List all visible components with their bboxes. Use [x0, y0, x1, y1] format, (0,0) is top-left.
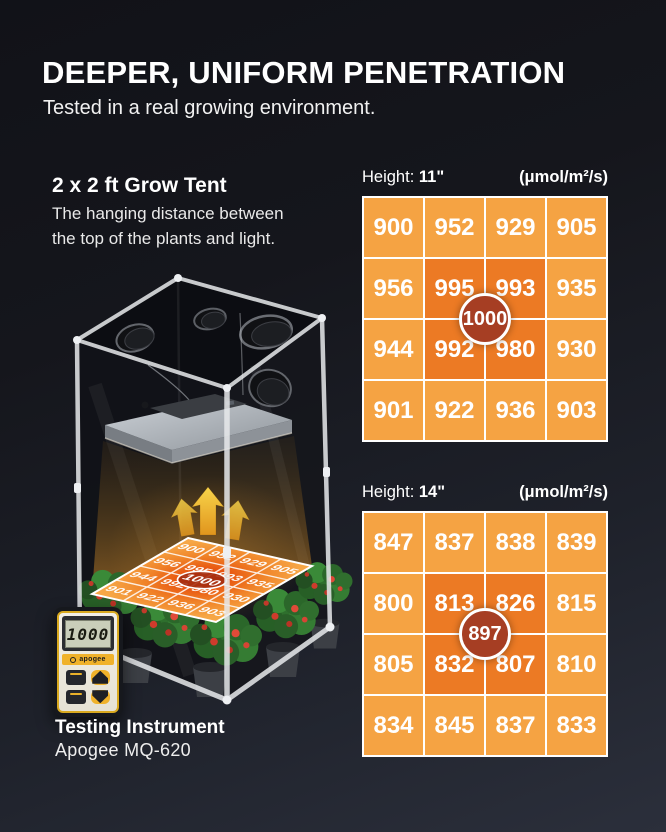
grow-light-fixture	[104, 312, 293, 464]
hanging-cable	[239, 312, 244, 396]
floor-ppfd-value: 929	[235, 556, 271, 568]
ppfd-cell: 993	[486, 259, 545, 318]
meter-sample-button	[66, 689, 86, 704]
page-subtitle: Tested in a real growing environment.	[43, 97, 376, 119]
vent-duct	[193, 307, 227, 331]
meter-down-button	[90, 689, 110, 704]
floor-ppfd-value: 922	[132, 591, 168, 603]
ppfd-cell: 905	[547, 198, 606, 257]
ppfd-cell: 838	[486, 513, 545, 572]
instrument-label: Testing Instrument	[55, 717, 225, 738]
grow-tent-illustration: 900 952 929 905 956 995 993 935 944 992 …	[40, 274, 370, 705]
height-label: Height: 11"	[362, 168, 444, 187]
vent-duct	[115, 323, 155, 353]
floor-max-badge	[168, 568, 235, 592]
ppfd-cell: 901	[364, 381, 423, 440]
driver-knob	[141, 401, 149, 409]
meter-face: 1000 apogee	[57, 611, 119, 713]
height-value: 14"	[418, 483, 446, 501]
ppfd-cell: 952	[425, 198, 484, 257]
ppfd-cell: 944	[364, 320, 423, 379]
quantum-meter: 1000 apogee	[53, 607, 123, 717]
meter-buttons	[59, 665, 117, 711]
floor-ppfd-value: 903	[194, 605, 230, 617]
floor-ppfd-value: 956	[149, 556, 185, 568]
floor-ppfd-value: 952	[204, 549, 240, 561]
max-ppfd-badge: 897	[459, 608, 511, 660]
ppfd-cell: 992	[425, 320, 484, 379]
light-driver	[150, 394, 247, 419]
page-title: DEEPER, UNIFORM PENETRATION	[42, 55, 566, 90]
brand-name: apogee	[79, 656, 106, 663]
panel-header: Height: 14" (μmol/m²/s)	[362, 483, 608, 505]
ppfd-cell: 833	[547, 696, 606, 755]
height-label-text: Height:	[362, 483, 415, 501]
ppfd-cell: 837	[486, 696, 545, 755]
ppfd-panel-14in: Height: 14" (μmol/m²/s) 847 837 838 839 …	[362, 483, 608, 757]
floor-ppfd-value: 944	[125, 570, 161, 582]
ppfd-cell: 936	[486, 381, 545, 440]
floor-ppfd-value: 935	[242, 577, 278, 589]
tent-description: The hanging distance between the top of …	[52, 204, 284, 248]
ppfd-cell: 837	[425, 513, 484, 572]
meter-up-button	[90, 670, 110, 685]
led-strip	[104, 432, 293, 464]
meter-lcd: 1000	[65, 620, 111, 648]
ppfd-cell: 935	[547, 259, 606, 318]
max-ppfd-badge: 1000	[459, 293, 511, 345]
ppfd-heatmap-14in: 847 837 838 839 800 813 826 815 805 832 …	[362, 511, 608, 757]
ppfd-panel-11in: Height: 11" (μmol/m²/s) 900 952 929 905 …	[362, 168, 608, 442]
arrow-up-icon	[92, 670, 109, 684]
floor-ppfd-value: 936	[163, 598, 199, 610]
floor-ppfd-value: 901	[101, 584, 137, 596]
floor-ppfd-value: 900	[173, 542, 209, 554]
ppfd-cell: 834	[364, 696, 423, 755]
meter-screen-bezel: 1000	[62, 616, 114, 651]
hanging-cable	[147, 364, 191, 402]
meter-brand-band: apogee	[62, 654, 114, 665]
ppfd-cell: 930	[547, 320, 606, 379]
ppfd-cell: 815	[547, 574, 606, 633]
panel-header: Height: 11" (μmol/m²/s)	[362, 168, 608, 190]
height-value: 11"	[418, 168, 445, 186]
ppfd-cell: 956	[364, 259, 423, 318]
ppfd-cell: 805	[364, 635, 423, 694]
vent-duct	[238, 314, 294, 350]
height-label: Height: 14"	[362, 483, 445, 502]
unit-label: (μmol/m²/s)	[519, 168, 608, 186]
ppfd-heatmap-11in: 900 952 929 905 956 995 993 935 944 992 …	[362, 196, 608, 442]
ppfd-cell: 847	[364, 513, 423, 572]
up-arrows	[170, 486, 251, 541]
ppfd-cell: 903	[547, 381, 606, 440]
ppfd-cell: 929	[486, 198, 545, 257]
ppfd-cell: 807	[486, 635, 545, 694]
instrument-model: Apogee MQ-620	[55, 740, 191, 760]
ppfd-cell: 810	[547, 635, 606, 694]
arrow-down-icon	[92, 690, 109, 704]
ppfd-cell: 900	[364, 198, 423, 257]
vent-duct	[248, 368, 292, 408]
meter-mode-button	[66, 670, 86, 685]
ppfd-cell: 839	[547, 513, 606, 572]
floor-ppfd-value: 905	[266, 563, 302, 575]
unit-label: (μmol/m²/s)	[519, 483, 608, 501]
ppfd-cell: 922	[425, 381, 484, 440]
height-label-text: Height:	[362, 168, 415, 186]
ppfd-cell: 800	[364, 574, 423, 633]
brand-logo-icon	[70, 656, 77, 663]
tent-heading: 2 x 2 ft Grow Tent	[52, 174, 227, 197]
ppfd-cell: 845	[425, 696, 484, 755]
